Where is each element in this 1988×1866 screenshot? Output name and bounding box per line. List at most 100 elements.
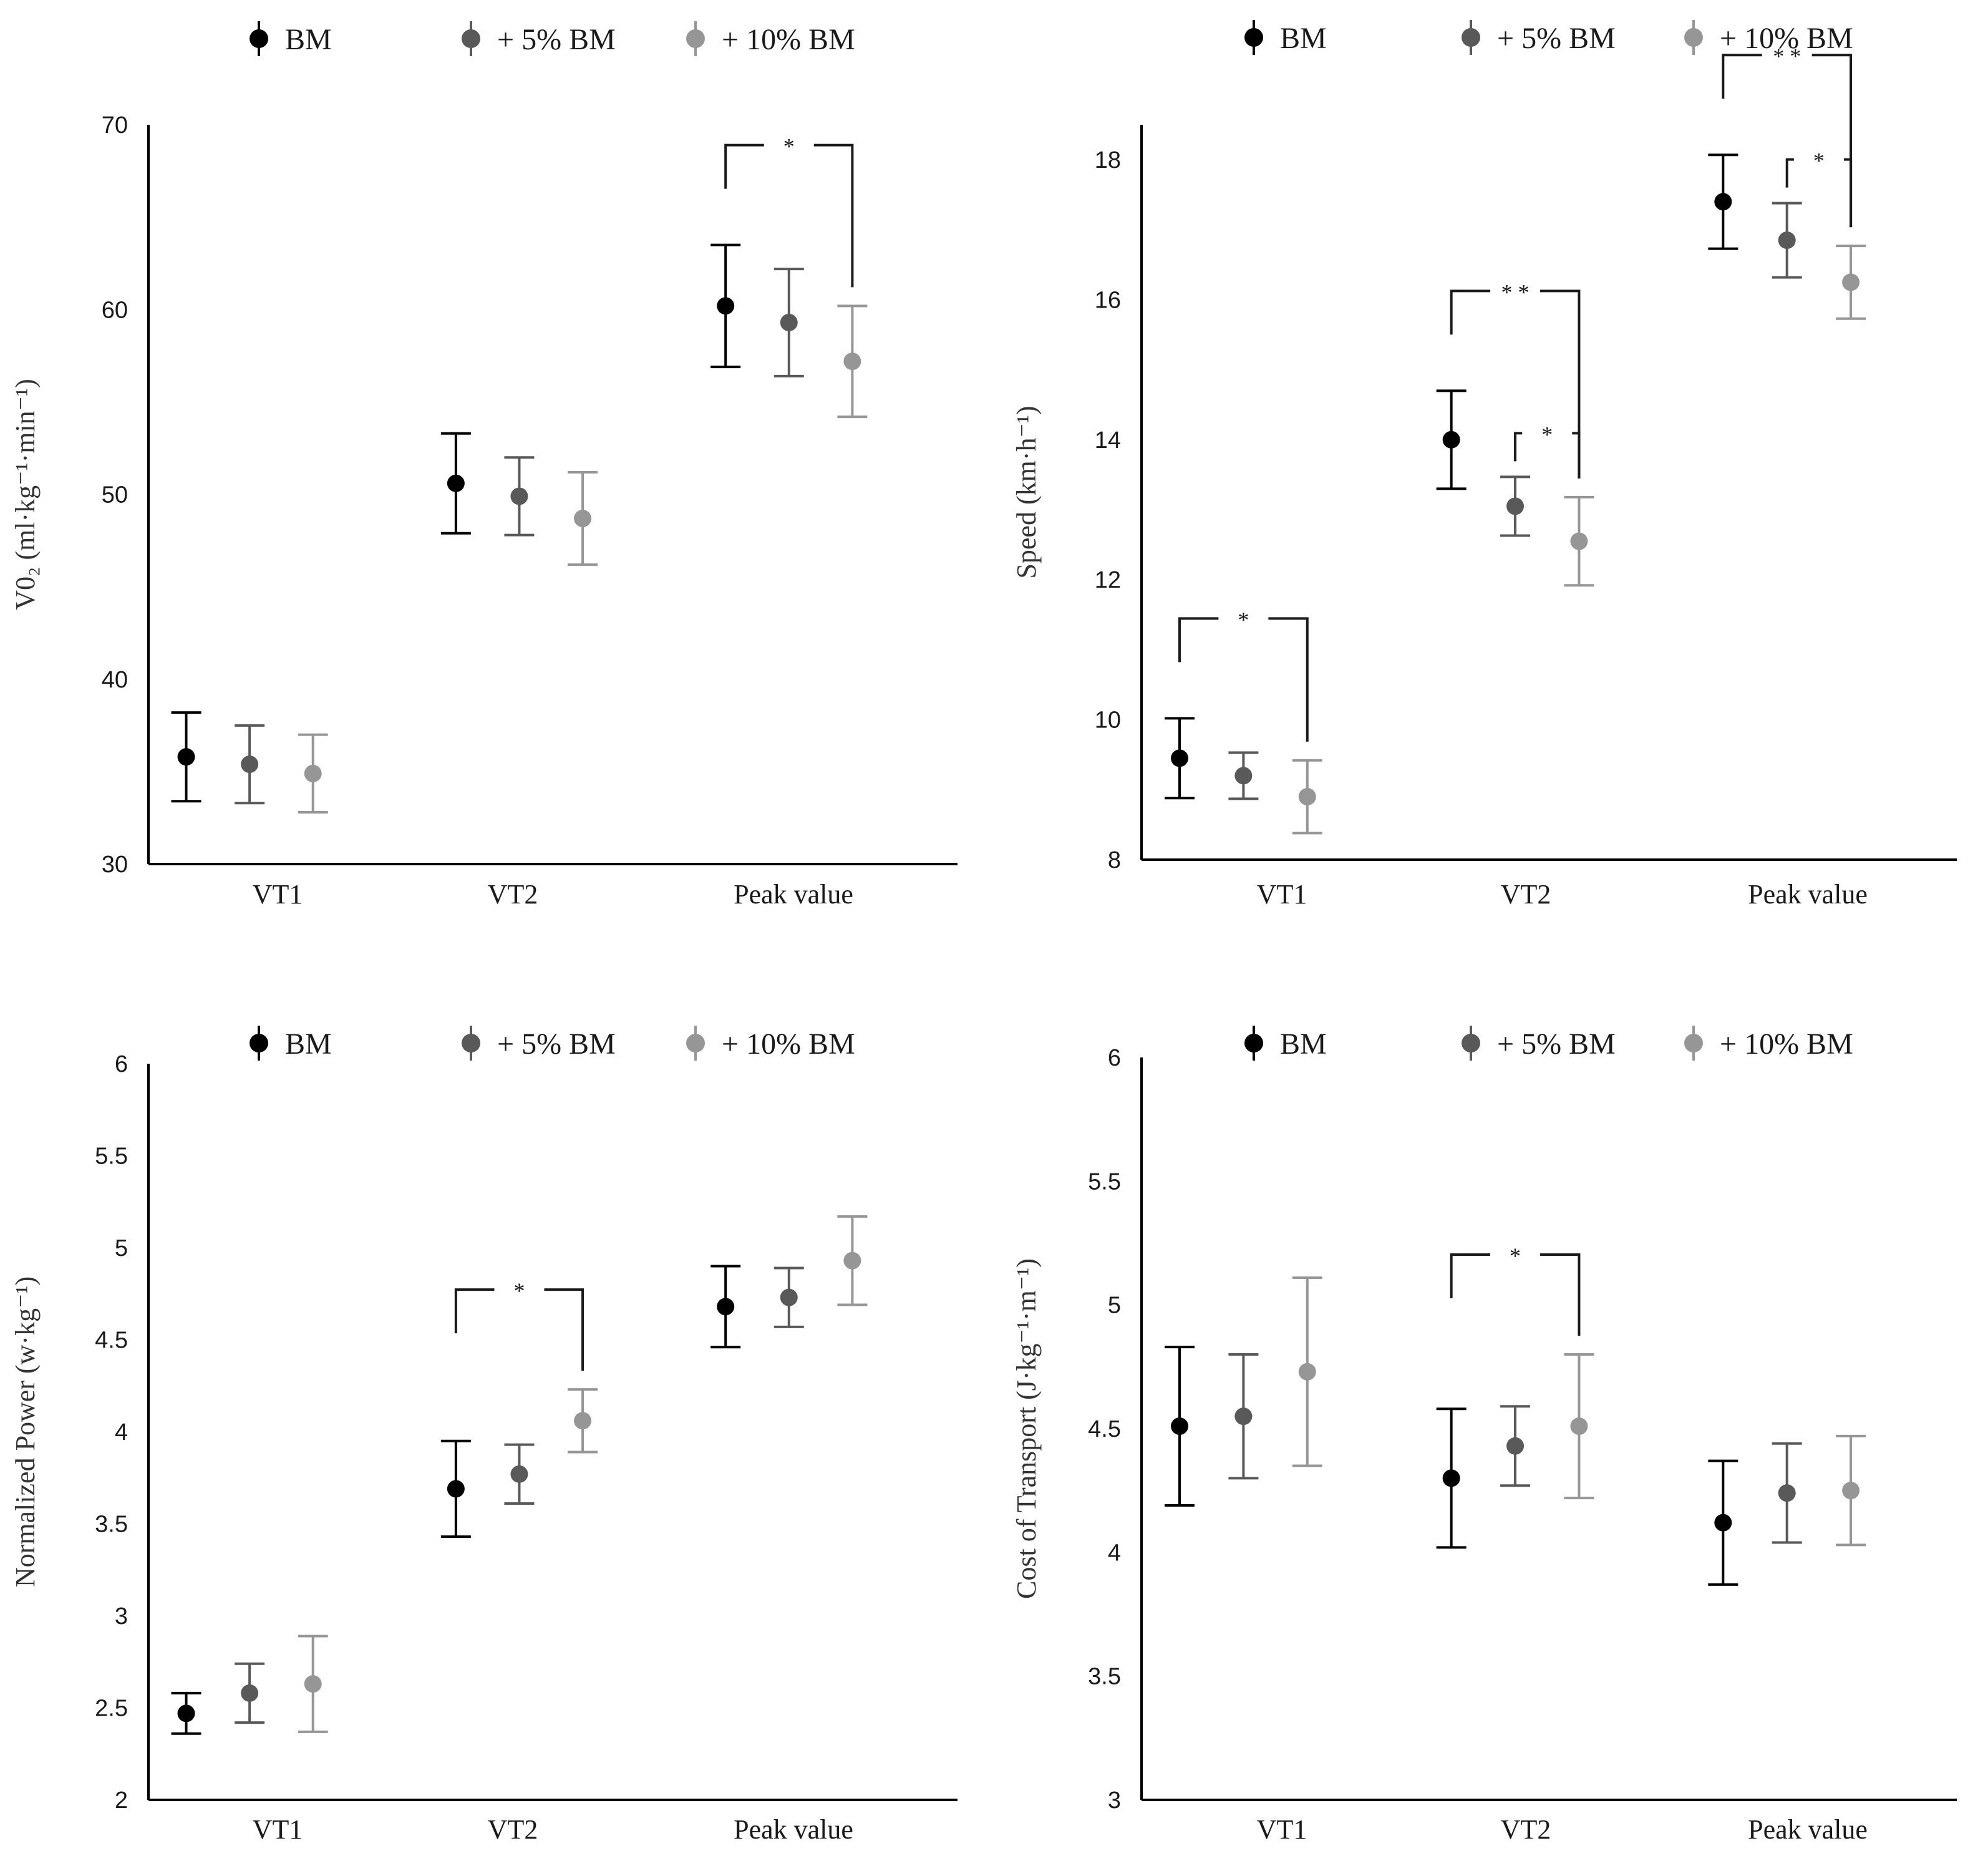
marker	[447, 1480, 465, 1498]
legend-label: BM	[285, 23, 332, 56]
significance-bracket: * *	[1722, 44, 1853, 228]
x-category-label: VT1	[253, 1814, 303, 1845]
legend-marker	[686, 29, 705, 48]
marker	[177, 748, 195, 766]
data-point	[1436, 389, 1467, 490]
data-point	[568, 1388, 598, 1454]
marker	[304, 1675, 322, 1693]
legend-marker	[1244, 1034, 1263, 1052]
data-point	[504, 1443, 535, 1505]
marker	[1234, 1407, 1253, 1426]
chart-2: BM + 5% BM + 10% BM 8 10 12 14 16 18 Speed (km·h⁻…	[1011, 20, 1957, 910]
data-point	[1564, 1353, 1594, 1500]
marker	[177, 1704, 195, 1723]
marker	[241, 1684, 259, 1702]
y-tick-label: 6	[115, 1051, 128, 1077]
y-tick-label: 2	[115, 1787, 128, 1814]
chart-1: BM + 5% BM + 10% BM 30 40 50 60 70 V0₂ (ml·kg⁻¹·…	[10, 21, 958, 910]
legend-marker	[1462, 1034, 1480, 1052]
legend-label: + 10% BM	[1720, 1028, 1853, 1061]
x-category-label: Peak value	[1748, 879, 1868, 910]
marker	[574, 1412, 592, 1430]
data-point	[1772, 202, 1802, 279]
marker	[574, 510, 592, 528]
x-category-label: VT2	[488, 1814, 538, 1845]
bracket-gap	[1490, 287, 1541, 295]
y-tick-label: 4	[115, 1419, 128, 1446]
bracket-gap	[764, 141, 814, 149]
data-point	[504, 456, 535, 537]
marker	[1442, 1469, 1460, 1487]
data-point	[837, 304, 868, 419]
data-point	[710, 243, 741, 369]
significance-bracket: * *	[1450, 279, 1581, 479]
marker	[304, 764, 322, 782]
y-tick-label: 16	[1095, 287, 1121, 313]
legend-marker	[462, 29, 480, 48]
bracket-line	[1178, 617, 1309, 742]
significance-label: *	[1813, 148, 1825, 173]
marker	[1298, 788, 1316, 806]
marker	[241, 756, 259, 774]
data-point	[1708, 153, 1738, 250]
data-point	[440, 1439, 471, 1538]
marker	[510, 1465, 528, 1483]
data-point	[1564, 495, 1594, 587]
y-tick-label: 10	[1095, 707, 1121, 734]
bracket-gap	[494, 1286, 545, 1294]
marker	[1170, 1417, 1188, 1436]
marker	[717, 1298, 735, 1316]
data-point	[773, 1266, 804, 1328]
marker	[1506, 1437, 1525, 1455]
significance-bracket: *	[1514, 422, 1581, 479]
data-point	[568, 470, 598, 566]
significance-label: *	[1541, 422, 1553, 447]
bracket-line	[1722, 54, 1853, 228]
legend-label: + 5% BM	[497, 1028, 616, 1061]
x-category-label: VT1	[1257, 1814, 1307, 1845]
x-category-label: VT2	[488, 879, 538, 910]
data-point	[235, 1662, 265, 1724]
data-point	[773, 268, 804, 377]
chart-3: BM + 5% BM + 10% BM 2 2.5 3 3.5 4 4.5 5 5.5 6 Normal…	[10, 1026, 958, 1845]
legend-marker	[250, 1034, 268, 1052]
marker	[510, 487, 528, 505]
y-tick-label: 3.5	[1088, 1664, 1121, 1690]
x-category-label: VT1	[1257, 879, 1307, 910]
significance-bracket: *	[724, 134, 854, 288]
y-tick-label: 8	[1108, 847, 1121, 873]
legend-label: + 10% BM	[722, 1028, 855, 1061]
data-point	[1500, 475, 1531, 537]
y-tick-label: 3.5	[95, 1512, 128, 1538]
data-point	[1228, 751, 1259, 800]
data-point	[1164, 1346, 1195, 1507]
marker	[717, 297, 735, 315]
significance-label: *	[1510, 1243, 1521, 1268]
data-point	[1500, 1405, 1531, 1487]
data-point	[1708, 1459, 1738, 1586]
legend-label: BM	[1280, 22, 1327, 55]
significance-bracket: *	[1785, 148, 1853, 228]
x-category-label: Peak value	[1748, 1814, 1868, 1845]
legend-item: BM	[1244, 20, 1327, 55]
legend-marker	[1684, 28, 1703, 47]
legend-marker	[686, 1034, 705, 1052]
y-tick-label: 40	[102, 667, 128, 693]
legend-item: + 5% BM	[1462, 20, 1616, 55]
data-point	[710, 1265, 741, 1349]
marker	[1234, 767, 1253, 785]
y-tick-label: 50	[102, 482, 128, 508]
data-point	[1836, 1434, 1866, 1547]
marker	[1778, 231, 1796, 250]
x-category-label: VT1	[253, 879, 303, 910]
data-point	[440, 432, 471, 535]
data-point	[1292, 1276, 1322, 1467]
marker	[1570, 1417, 1588, 1436]
y-tick-label: 5.5	[95, 1144, 128, 1170]
legend-item: + 10% BM	[686, 1026, 855, 1061]
marker	[1570, 532, 1588, 550]
marker	[843, 1251, 861, 1270]
legend-marker	[1684, 1034, 1703, 1052]
significance-bracket: *	[454, 1278, 584, 1371]
